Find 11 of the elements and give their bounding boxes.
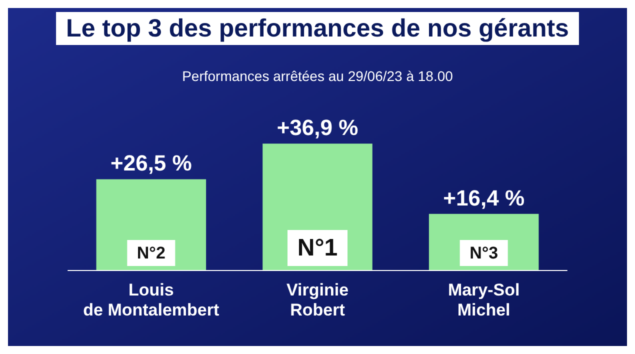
data-label: +36,9 % (276, 115, 358, 140)
x-tick-label: Louis de Montalembert (83, 280, 220, 320)
annotation: N°1 (297, 234, 338, 262)
annotation: N°2 (136, 244, 166, 262)
data-label: +26,5 % (110, 150, 192, 176)
data-label: +16,4 % (443, 185, 525, 210)
chart-title: Le top 3 des performances de nos gérants (66, 14, 569, 42)
annotation: N°3 (470, 244, 498, 262)
chart-subtitle: Performances arrêtées au 29/06/23 à 18.00 (182, 68, 454, 84)
x-tick-label: Virginie Robert (286, 280, 349, 320)
x-tick-label: Mary-Sol Michel (448, 280, 520, 320)
